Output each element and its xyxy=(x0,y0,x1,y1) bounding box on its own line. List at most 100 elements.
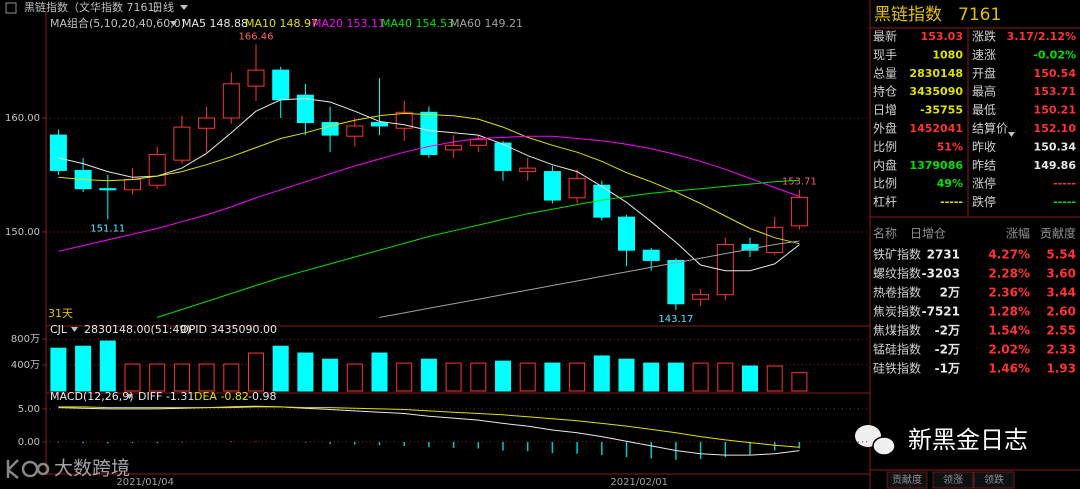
ma-line xyxy=(58,135,800,252)
panel-title: MACD(12,26,9) xyxy=(50,390,134,403)
quote-label: 外盘 xyxy=(873,121,897,136)
watermark: 新黑金日志 xyxy=(908,426,1028,454)
volume-bar xyxy=(544,362,561,392)
watermark: 大数跨境 xyxy=(54,458,130,480)
header-period[interactable]: 日线 xyxy=(152,0,174,14)
legend-value: -1.31 xyxy=(166,390,194,403)
volume-bar xyxy=(717,362,734,392)
dropdown-icon[interactable] xyxy=(1008,132,1015,137)
dropdown-icon[interactable] xyxy=(126,394,133,399)
quote-value: 153.71 xyxy=(1034,85,1076,98)
table-cell: -7521 xyxy=(922,305,960,319)
volume-bar xyxy=(99,340,116,392)
table-cell: 3.60 xyxy=(1046,267,1076,281)
volume-bar xyxy=(396,362,413,392)
quote-value: 152.10 xyxy=(1034,122,1077,135)
y-tick-label: 160.00 xyxy=(5,113,40,124)
tab[interactable] xyxy=(886,471,928,489)
table-cell: -3203 xyxy=(922,267,960,281)
volume-bar xyxy=(667,362,684,392)
volume-bar xyxy=(124,363,141,392)
quote-label: 涨停 xyxy=(972,176,996,191)
candle-body xyxy=(469,139,487,146)
quote-value: 1080 xyxy=(932,48,963,61)
legend-value: 148.97 xyxy=(280,17,319,30)
quote-value: ----- xyxy=(1053,196,1076,209)
quote-value: 1379086 xyxy=(909,159,963,172)
table-cell: 4.27% xyxy=(988,248,1030,262)
quote-label: 日增 xyxy=(873,103,897,117)
table-cell: 1.93 xyxy=(1046,362,1076,376)
table-cell: -1万 xyxy=(935,362,960,376)
volume-bar xyxy=(173,363,190,392)
tab-label[interactable]: 领涨 xyxy=(943,473,963,486)
candle-body xyxy=(692,294,710,300)
quote-value: 3435090 xyxy=(909,85,963,98)
volume-bar xyxy=(470,362,487,392)
tab-label[interactable]: 领跌 xyxy=(984,473,1004,486)
macd-line xyxy=(58,405,800,456)
quote-label: 持仓 xyxy=(873,84,897,99)
dropdown-icon[interactable] xyxy=(170,21,177,26)
quote-label: 昨结 xyxy=(972,158,996,172)
candle-body xyxy=(173,126,191,161)
ma-label: MA组合(5,10,20,40,60,0) xyxy=(50,16,185,30)
candle-body xyxy=(272,69,290,101)
tab-label[interactable]: 贡献度 xyxy=(892,473,922,486)
quote-value: 3.17/2.12% xyxy=(1007,30,1076,43)
quote-label: 比例 xyxy=(873,177,897,191)
quote-label: 开盘 xyxy=(972,65,996,80)
table-cell: 2.33 xyxy=(1046,343,1076,357)
dropdown-icon[interactable] xyxy=(71,327,78,332)
dropdown-icon[interactable] xyxy=(180,5,188,10)
quote-label: 最低 xyxy=(972,103,996,117)
quote-label: 昨收 xyxy=(972,140,996,154)
icon[interactable] xyxy=(5,2,17,14)
quote-value: 150.21 xyxy=(1034,104,1076,117)
table-header: 名称 xyxy=(873,226,897,241)
price-label: 153.71 xyxy=(782,177,817,188)
table-cell: 2.60 xyxy=(1046,305,1076,319)
quote-label: 比例 xyxy=(873,140,897,154)
tab[interactable] xyxy=(932,471,974,489)
quote-value: ----- xyxy=(940,196,963,209)
y-tick-label: 150.00 xyxy=(5,227,40,238)
candle-body xyxy=(716,244,734,296)
candle-body xyxy=(420,111,438,155)
volume-bar xyxy=(742,365,758,392)
candle-body xyxy=(790,196,808,227)
candle-body xyxy=(346,125,364,137)
y-tick-label: 5.00 xyxy=(18,404,40,415)
ma-line xyxy=(58,112,800,245)
volume-bar xyxy=(791,372,808,392)
candle-body xyxy=(198,117,216,129)
quote-label: 内盘 xyxy=(873,157,897,172)
tab[interactable] xyxy=(973,471,1015,489)
volume-bar xyxy=(420,358,437,392)
candle-body xyxy=(494,142,512,171)
candle-body xyxy=(445,144,463,151)
quote-value: 153.03 xyxy=(921,30,963,43)
panel-annotation: OPID 3435090.00 xyxy=(180,323,277,336)
candle-body xyxy=(371,122,388,127)
quote-label: 结算价 xyxy=(972,121,1008,136)
table-cell: 1.54% xyxy=(988,324,1030,338)
candle-body xyxy=(247,69,265,87)
legend-entry: MA60 149.21 xyxy=(450,17,523,30)
ma-line xyxy=(58,98,800,272)
quote-label: 现手 xyxy=(873,48,897,62)
legend-value: 154.53 xyxy=(416,17,455,30)
volume-bar xyxy=(272,345,289,392)
volume-bar xyxy=(50,347,67,392)
volume-bar xyxy=(322,358,339,392)
legend-value: 149.21 xyxy=(485,17,524,30)
table-cell: 2万 xyxy=(940,286,960,300)
candle-body xyxy=(99,188,117,191)
legend-entry: MA10 148.97 xyxy=(245,17,318,30)
table-cell: -2万 xyxy=(935,324,960,338)
quote-value: ----- xyxy=(1053,177,1076,190)
y-tick-label: 400万 xyxy=(11,360,40,371)
table-header: 贡献度 xyxy=(1040,226,1076,241)
candle-body xyxy=(543,171,561,201)
